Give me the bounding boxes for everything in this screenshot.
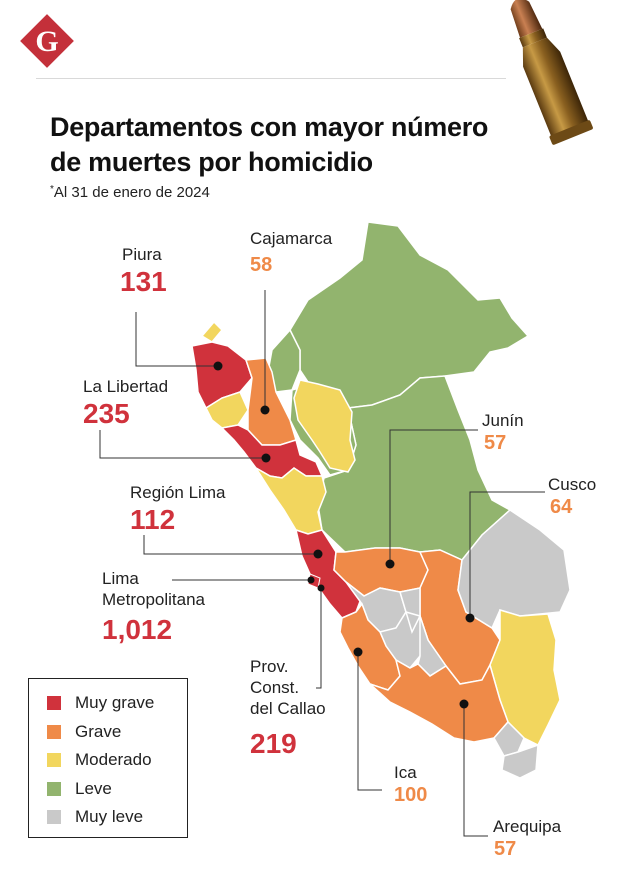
value-arequipa: 57 [494, 838, 517, 860]
marker-piura [213, 361, 223, 371]
logo-diamond [20, 14, 74, 68]
legend: Muy grave Grave Moderado Leve Muy leve [28, 678, 188, 838]
label-junin: Junín [482, 411, 524, 430]
marker-cusco [465, 613, 475, 623]
value-lima-metro: 1,012 [102, 614, 173, 645]
label-region-lima: Región Lima [130, 483, 226, 502]
logo-letter: G [35, 25, 58, 58]
label-callao-line3: del Callao [250, 699, 326, 718]
region-ancash [255, 467, 327, 535]
marker-region-lima [313, 549, 323, 559]
legend-item-muy-grave: Muy grave [47, 689, 187, 718]
value-piura: 131 [120, 266, 167, 297]
legend-item-leve: Leve [47, 775, 187, 804]
value-ica: 100 [394, 784, 428, 806]
region-amazonas [267, 328, 301, 393]
region-lambayeque [205, 391, 249, 429]
label-callao-line1: Prov. [250, 657, 289, 676]
region-moderado-north [293, 379, 356, 473]
leader-ica [357, 652, 382, 791]
region-loreto [289, 221, 530, 409]
value-region-lima: 112 [130, 504, 176, 535]
leader-arequipa [463, 704, 488, 837]
leader-junin [389, 429, 478, 564]
marker-arequipa [459, 699, 469, 709]
legend-label: Muy grave [75, 693, 155, 713]
region-tumbes [200, 320, 224, 343]
leader-region-lima [143, 535, 318, 555]
title-line-1: Departamentos con mayor número [50, 112, 489, 142]
subtitle: *Al 31 de enero de 2024 [50, 184, 210, 201]
label-lima-metro: Lima Metropolitana [102, 568, 205, 610]
legend-swatch [47, 724, 61, 739]
legend-label: Leve [75, 778, 112, 798]
label-arequipa: Arequipa [493, 817, 562, 836]
leader-callao [316, 590, 322, 689]
value-callao: 219 [250, 728, 297, 759]
legend-label: Muy leve [75, 807, 144, 827]
value-la-libertad: 235 [83, 398, 130, 429]
legend-swatch [47, 810, 61, 825]
region-tacna [501, 743, 539, 779]
marker-cajamarca [260, 405, 270, 415]
legend-swatch [47, 781, 61, 796]
label-callao: Prov. Const. del Callao [250, 656, 326, 719]
marker-ica [353, 647, 363, 657]
value-cajamarca: 58 [250, 254, 273, 276]
markers [213, 361, 475, 709]
marker-junin [385, 559, 395, 569]
marker-callao [317, 584, 325, 592]
legend-swatch [47, 753, 61, 768]
subtitle-text: Al 31 de enero de 2024 [53, 184, 210, 201]
marker-lima-metro [307, 576, 315, 584]
legend-label: Moderado [75, 750, 152, 770]
legend-item-moderado: Moderado [47, 746, 187, 775]
legend-swatch [47, 696, 61, 711]
bullet-illustration [510, 0, 593, 145]
label-callao-line2: Const. [250, 678, 300, 697]
label-lima-metro-line2: Metropolitana [102, 590, 206, 609]
leader-la-libertad [99, 430, 266, 459]
label-cusco: Cusco [548, 475, 597, 494]
label-ica: Ica [394, 763, 417, 782]
value-junin: 57 [484, 432, 507, 454]
title-line-2: de muertes por homicidio [50, 147, 373, 177]
value-cusco: 64 [550, 496, 573, 518]
label-la-libertad: La Libertad [83, 377, 169, 396]
region-moquegua [493, 720, 525, 757]
legend-item-muy-leve: Muy leve [47, 803, 187, 832]
header-divider [36, 78, 506, 79]
label-cajamarca: Cajamarca [250, 229, 333, 248]
page-title: Departamentos con mayor número de muerte… [50, 110, 520, 180]
label-lima-metro-line1: Lima [102, 569, 139, 588]
leader-lines [99, 290, 545, 837]
label-piura: Piura [122, 245, 162, 264]
legend-item-grave: Grave [47, 718, 187, 747]
legend-label: Grave [75, 721, 122, 741]
subtitle-mark: * [50, 184, 54, 195]
leader-piura [135, 312, 218, 367]
logo: G [20, 14, 74, 68]
region-madre-de-dios [457, 509, 571, 630]
region-arequipa [369, 658, 509, 743]
marker-la-libertad [261, 453, 271, 463]
leader-cusco [469, 491, 545, 618]
